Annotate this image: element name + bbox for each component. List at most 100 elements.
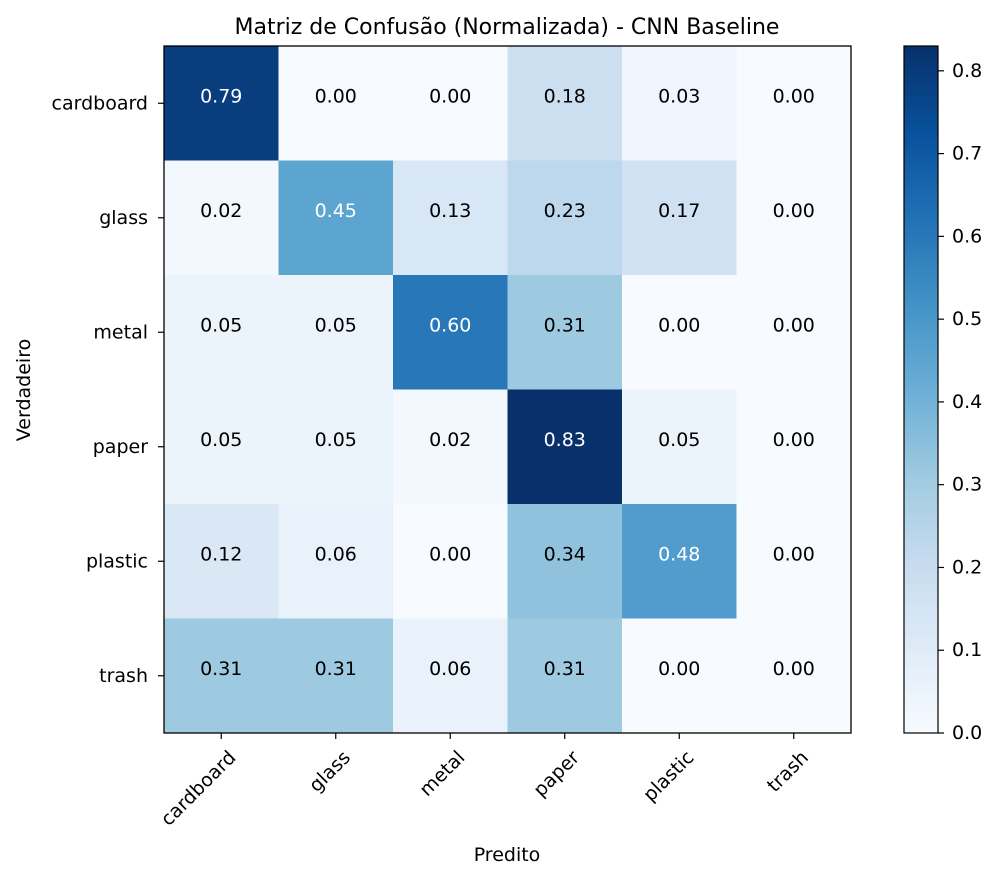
colorbar-tick-label: 0.1	[952, 639, 982, 661]
cell-value-label: 0.79	[200, 85, 242, 107]
x-axis-ticks: cardboard glass metal paper plastic trash	[157, 733, 813, 830]
cell-value-label: 0.18	[544, 85, 586, 107]
cell-value-label: 0.05	[315, 314, 357, 336]
heatmap-cell	[622, 389, 737, 505]
heatmap-cell	[736, 389, 852, 505]
cell-value-label: 0.03	[658, 85, 700, 107]
cell-value-label: 0.05	[200, 429, 242, 451]
colorbar-gradient	[903, 45, 939, 734]
cell-value-label: 0.00	[315, 85, 357, 107]
heatmap-cell	[164, 618, 279, 734]
heatmap-cell	[164, 160, 279, 276]
cell-value-label: 0.45	[315, 200, 357, 222]
heatmap-cell	[622, 46, 737, 161]
y-tick-label: trash	[99, 665, 148, 687]
y-tick-label: glass	[99, 207, 148, 229]
colorbar-tick-label: 0.0	[952, 722, 982, 744]
chart-title: Matriz de Confusão (Normalizada) - CNN B…	[235, 15, 780, 40]
cell-value-label: 0.00	[658, 314, 700, 336]
cell-value-label: 0.06	[429, 658, 471, 680]
heatmap-cell	[507, 46, 623, 161]
colorbar-tick-label: 0.5	[952, 308, 982, 330]
heatmap-cell	[507, 618, 623, 734]
heatmap-cell	[393, 618, 508, 734]
colorbar-tick-label: 0.6	[952, 225, 982, 247]
heatmap-cell	[736, 618, 852, 734]
heatmap-cell	[164, 389, 279, 505]
heatmap-cell	[736, 504, 852, 619]
cell-value-label: 0.34	[544, 543, 586, 565]
x-tick-label: trash	[763, 747, 813, 797]
cell-value-label: 0.00	[773, 314, 815, 336]
heatmap-cell	[278, 160, 394, 276]
heatmap-cell	[278, 46, 394, 161]
heatmap-cell	[736, 275, 852, 390]
cell-value-label: 0.02	[429, 429, 471, 451]
colorbar-tick-label: 0.8	[952, 60, 982, 82]
heatmap-cell-labels: 0.79 0.00 0.00 0.18 0.03 0.00 0.02 0.45 0.13 0.23…	[200, 85, 815, 680]
colorbar-tick-label: 0.2	[952, 556, 982, 578]
cell-value-label: 0.05	[315, 429, 357, 451]
heatmap-cell	[393, 389, 508, 505]
x-tick-label: plastic	[639, 747, 698, 806]
x-tick-label: cardboard	[157, 747, 241, 831]
colorbar-tick-label: 0.3	[952, 474, 982, 496]
cell-value-label: 0.00	[658, 658, 700, 680]
colorbar-tick-label: 0.4	[952, 391, 982, 413]
heatmap-cell	[507, 389, 623, 505]
cell-value-label: 0.00	[773, 543, 815, 565]
heatmap-cell	[278, 389, 394, 505]
heatmap-cell	[507, 504, 623, 619]
y-tick-label: metal	[93, 321, 148, 343]
colorbar-tick-label: 0.7	[952, 143, 982, 165]
heatmap-cell	[164, 46, 279, 161]
cell-value-label: 0.06	[315, 543, 357, 565]
cell-value-label: 0.23	[544, 200, 586, 222]
heatmap-cell	[507, 160, 623, 276]
heatmap-cell	[278, 504, 394, 619]
heatmap-cell	[622, 275, 737, 390]
cell-value-label: 0.31	[544, 658, 586, 680]
heatmap-cell	[164, 275, 279, 390]
cell-value-label: 0.05	[200, 314, 242, 336]
cell-value-label: 0.83	[544, 429, 586, 451]
cell-value-label: 0.48	[658, 543, 700, 565]
cell-value-label: 0.00	[773, 429, 815, 451]
heatmap-cell	[736, 46, 852, 161]
cell-value-label: 0.31	[315, 658, 357, 680]
cell-value-label: 0.13	[429, 200, 471, 222]
cell-value-label: 0.00	[773, 658, 815, 680]
cell-value-label: 0.17	[658, 200, 700, 222]
heatmap-cell	[278, 618, 394, 734]
heatmap-cell	[393, 275, 508, 390]
cell-value-label: 0.31	[200, 658, 242, 680]
heatmap-cell	[736, 160, 852, 276]
y-axis-ticks: cardboard glass metal paper plastic trash	[52, 92, 164, 687]
heatmap-cell	[622, 160, 737, 276]
cell-value-label: 0.00	[429, 543, 471, 565]
cell-value-label: 0.00	[773, 200, 815, 222]
x-axis-label: Predito	[474, 844, 541, 866]
heatmap-cell	[393, 46, 508, 161]
heatmap-cell	[507, 275, 623, 390]
cell-value-label: 0.05	[658, 429, 700, 451]
heatmap-cell	[622, 504, 737, 619]
heatmap-cell	[393, 504, 508, 619]
y-tick-label: plastic	[86, 550, 148, 572]
heatmap-cell	[164, 504, 279, 619]
cell-value-label: 0.12	[200, 543, 242, 565]
y-tick-label: paper	[93, 436, 148, 458]
x-tick-label: glass	[305, 747, 355, 797]
x-tick-label: paper	[529, 746, 584, 801]
y-tick-label: cardboard	[52, 92, 149, 114]
cell-value-label: 0.00	[429, 85, 471, 107]
cell-value-label: 0.02	[200, 200, 242, 222]
cell-value-label: 0.00	[773, 85, 815, 107]
heatmap-cell	[622, 618, 737, 734]
cell-value-label: 0.60	[429, 314, 471, 336]
colorbar-ticks: 0.0 0.1 0.2 0.3 0.4 0.5 0.6 0.7 0.8	[938, 60, 982, 744]
colorbar: 0.0 0.1 0.2 0.3 0.4 0.5 0.6 0.7 0.8	[903, 45, 982, 744]
heatmap-cell	[278, 275, 394, 390]
heatmap-cells	[164, 46, 852, 734]
